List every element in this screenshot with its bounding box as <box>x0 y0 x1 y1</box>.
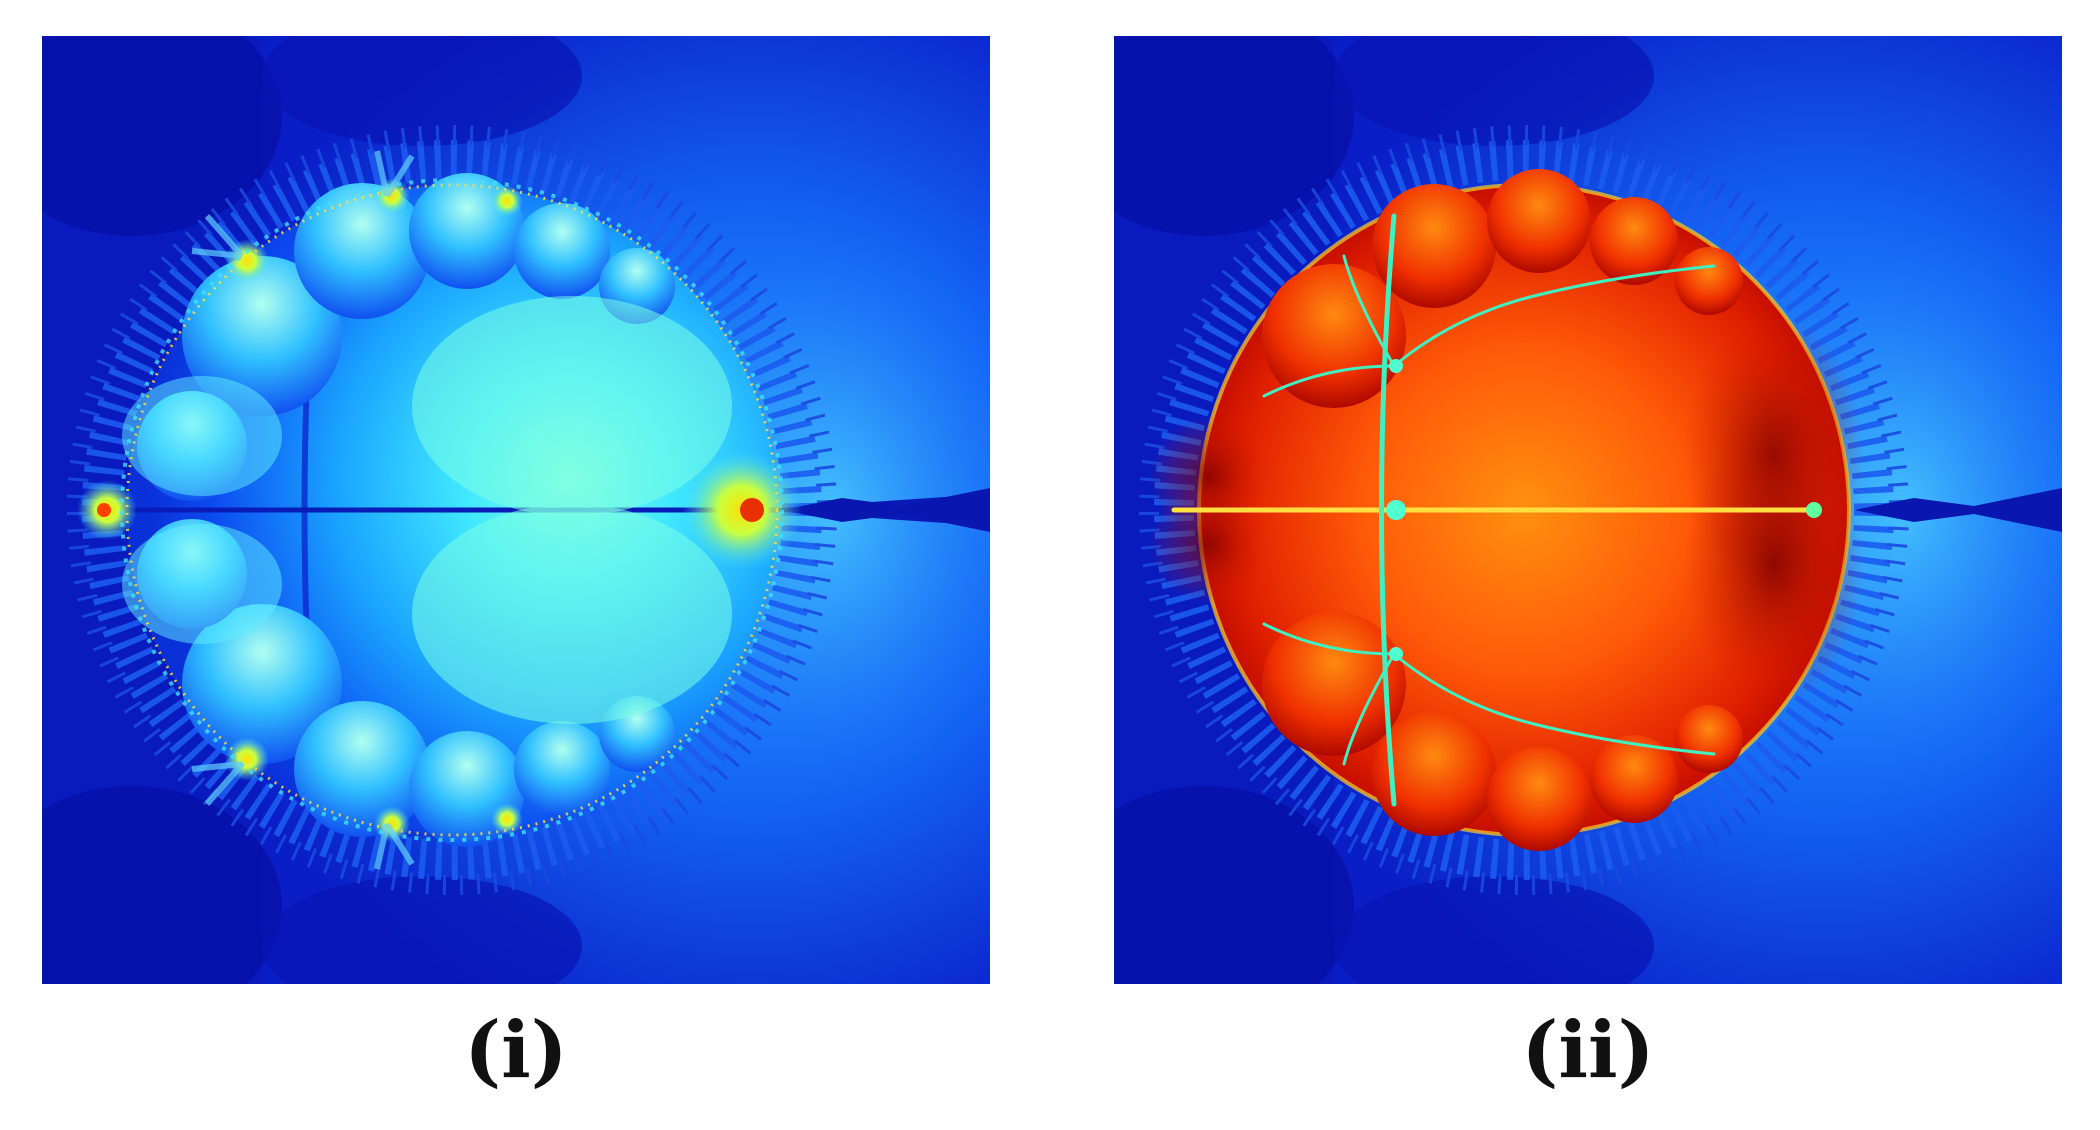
fractal-image-ii <box>1114 36 2062 984</box>
caption-i: (i) <box>464 1005 568 1096</box>
fractal-image-i <box>42 36 990 984</box>
caption-ii: (ii) <box>1521 1005 1655 1096</box>
